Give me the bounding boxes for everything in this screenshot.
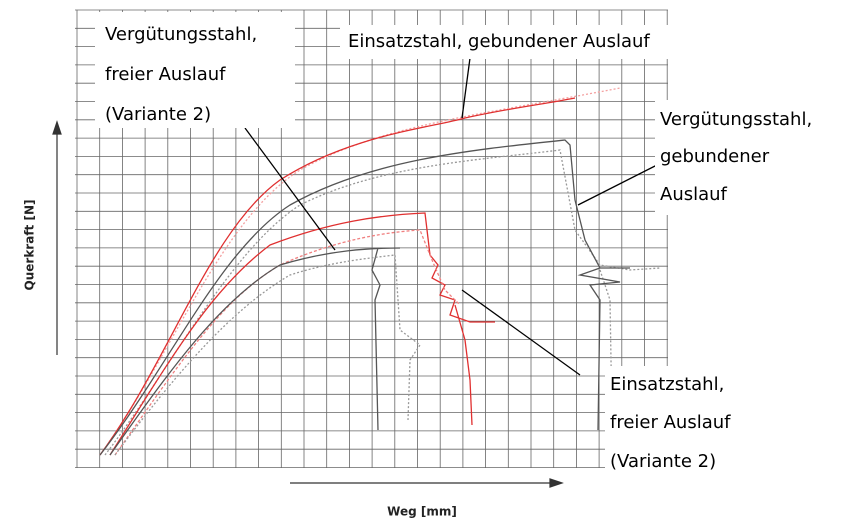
annotation-text: Auslauf: [660, 184, 728, 205]
leader-lines: [244, 57, 658, 376]
x-arrowhead: [549, 478, 564, 488]
curve: [109, 247, 401, 456]
curve: [99, 97, 576, 456]
leader-line: [461, 289, 581, 376]
annotation-text: Einsatzstahl,: [610, 374, 724, 395]
annotation-text: (Variante 2): [610, 451, 716, 472]
x-axis-label: Weg [mm]: [387, 505, 457, 519]
y-arrowhead: [52, 120, 62, 135]
leader-line: [577, 164, 658, 206]
curve: [114, 254, 421, 456]
curve: [114, 229, 461, 456]
curve: [99, 139, 630, 456]
annotation-box: [95, 12, 295, 128]
curve: [109, 212, 495, 456]
curves: [99, 87, 661, 456]
leader-line: [244, 127, 336, 251]
annotation-text: freier Auslauf: [610, 412, 731, 433]
y-axis-label: Querkraft [N]: [23, 200, 37, 291]
annotation-text: Einsatzstahl, gebundener Auslauf: [348, 31, 650, 52]
annotation-text: (Variante 2): [105, 104, 211, 125]
annotation-text: Vergütungsstahl,: [660, 109, 812, 130]
annotation-text: freier Auslauf: [105, 64, 226, 85]
leader-line: [461, 57, 471, 119]
curve: [99, 87, 621, 456]
annotation-text: gebundener: [660, 146, 770, 167]
axis-arrows: [52, 120, 564, 488]
annotation-text: Vergütungsstahl,: [105, 24, 257, 45]
annotation-box: [655, 100, 845, 215]
annotation-box: [340, 25, 725, 59]
annotation-box: [605, 366, 805, 480]
